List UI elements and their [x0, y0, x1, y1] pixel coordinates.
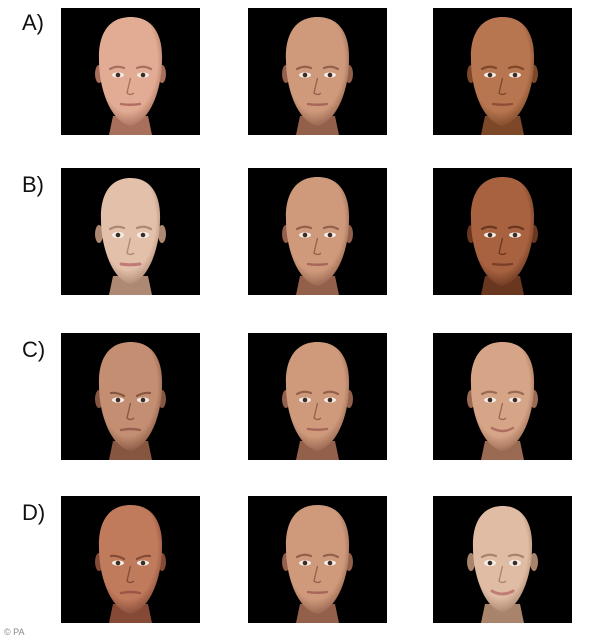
- face-image: [248, 168, 387, 295]
- face-image: [61, 168, 200, 295]
- face-image: [433, 168, 572, 295]
- face-image: [433, 8, 572, 135]
- face-image: [248, 333, 387, 460]
- row-label-b: B): [22, 172, 44, 197]
- face-image: [61, 496, 200, 623]
- face-image: [61, 333, 200, 460]
- face-image: [433, 333, 572, 460]
- face-image: [433, 496, 572, 623]
- row-label-d: D): [22, 500, 46, 525]
- face-image: [248, 496, 387, 623]
- row-label-c: C): [22, 337, 46, 362]
- face-image: [248, 8, 387, 135]
- photo-credit: © PA: [4, 627, 25, 637]
- face-image: [61, 8, 200, 135]
- row-label-a: A): [22, 10, 44, 35]
